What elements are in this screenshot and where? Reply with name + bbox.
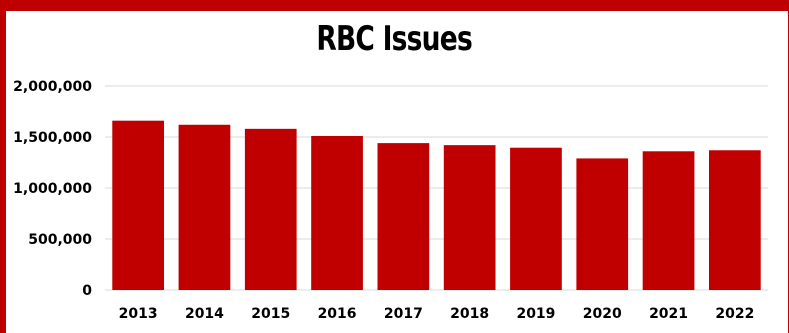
- bar-2020: [576, 158, 629, 290]
- bar-2015: [244, 128, 297, 290]
- bar-2016: [311, 135, 363, 290]
- x-tick-label: 2020: [583, 306, 622, 322]
- x-tick-label: 2018: [450, 306, 489, 322]
- bar-2017: [377, 143, 430, 290]
- y-tick-label: 1,000,000: [13, 181, 92, 197]
- x-tick-label: 2021: [649, 306, 688, 322]
- y-tick-label: 1,500,000: [13, 130, 92, 146]
- bar-2019: [510, 147, 562, 290]
- x-tick-label: 2014: [185, 306, 224, 322]
- x-tick-label: 2017: [384, 306, 423, 322]
- bar-2021: [642, 151, 695, 290]
- bar-2018: [443, 145, 496, 290]
- x-tick-label: 2022: [715, 306, 754, 322]
- bar-2022: [708, 150, 761, 290]
- x-tick-label: 2013: [119, 306, 158, 322]
- x-tick-label: 2015: [251, 306, 290, 322]
- x-tick-label: 2016: [318, 306, 357, 322]
- y-tick-label: 2,000,000: [13, 79, 92, 95]
- y-tick-label: 500,000: [28, 232, 92, 248]
- y-tick-label: 0: [82, 283, 92, 299]
- chart-title: RBC Issues: [316, 19, 472, 59]
- bar-2014: [178, 124, 231, 290]
- bar-2013: [112, 120, 165, 291]
- x-tick-label: 2019: [516, 306, 555, 322]
